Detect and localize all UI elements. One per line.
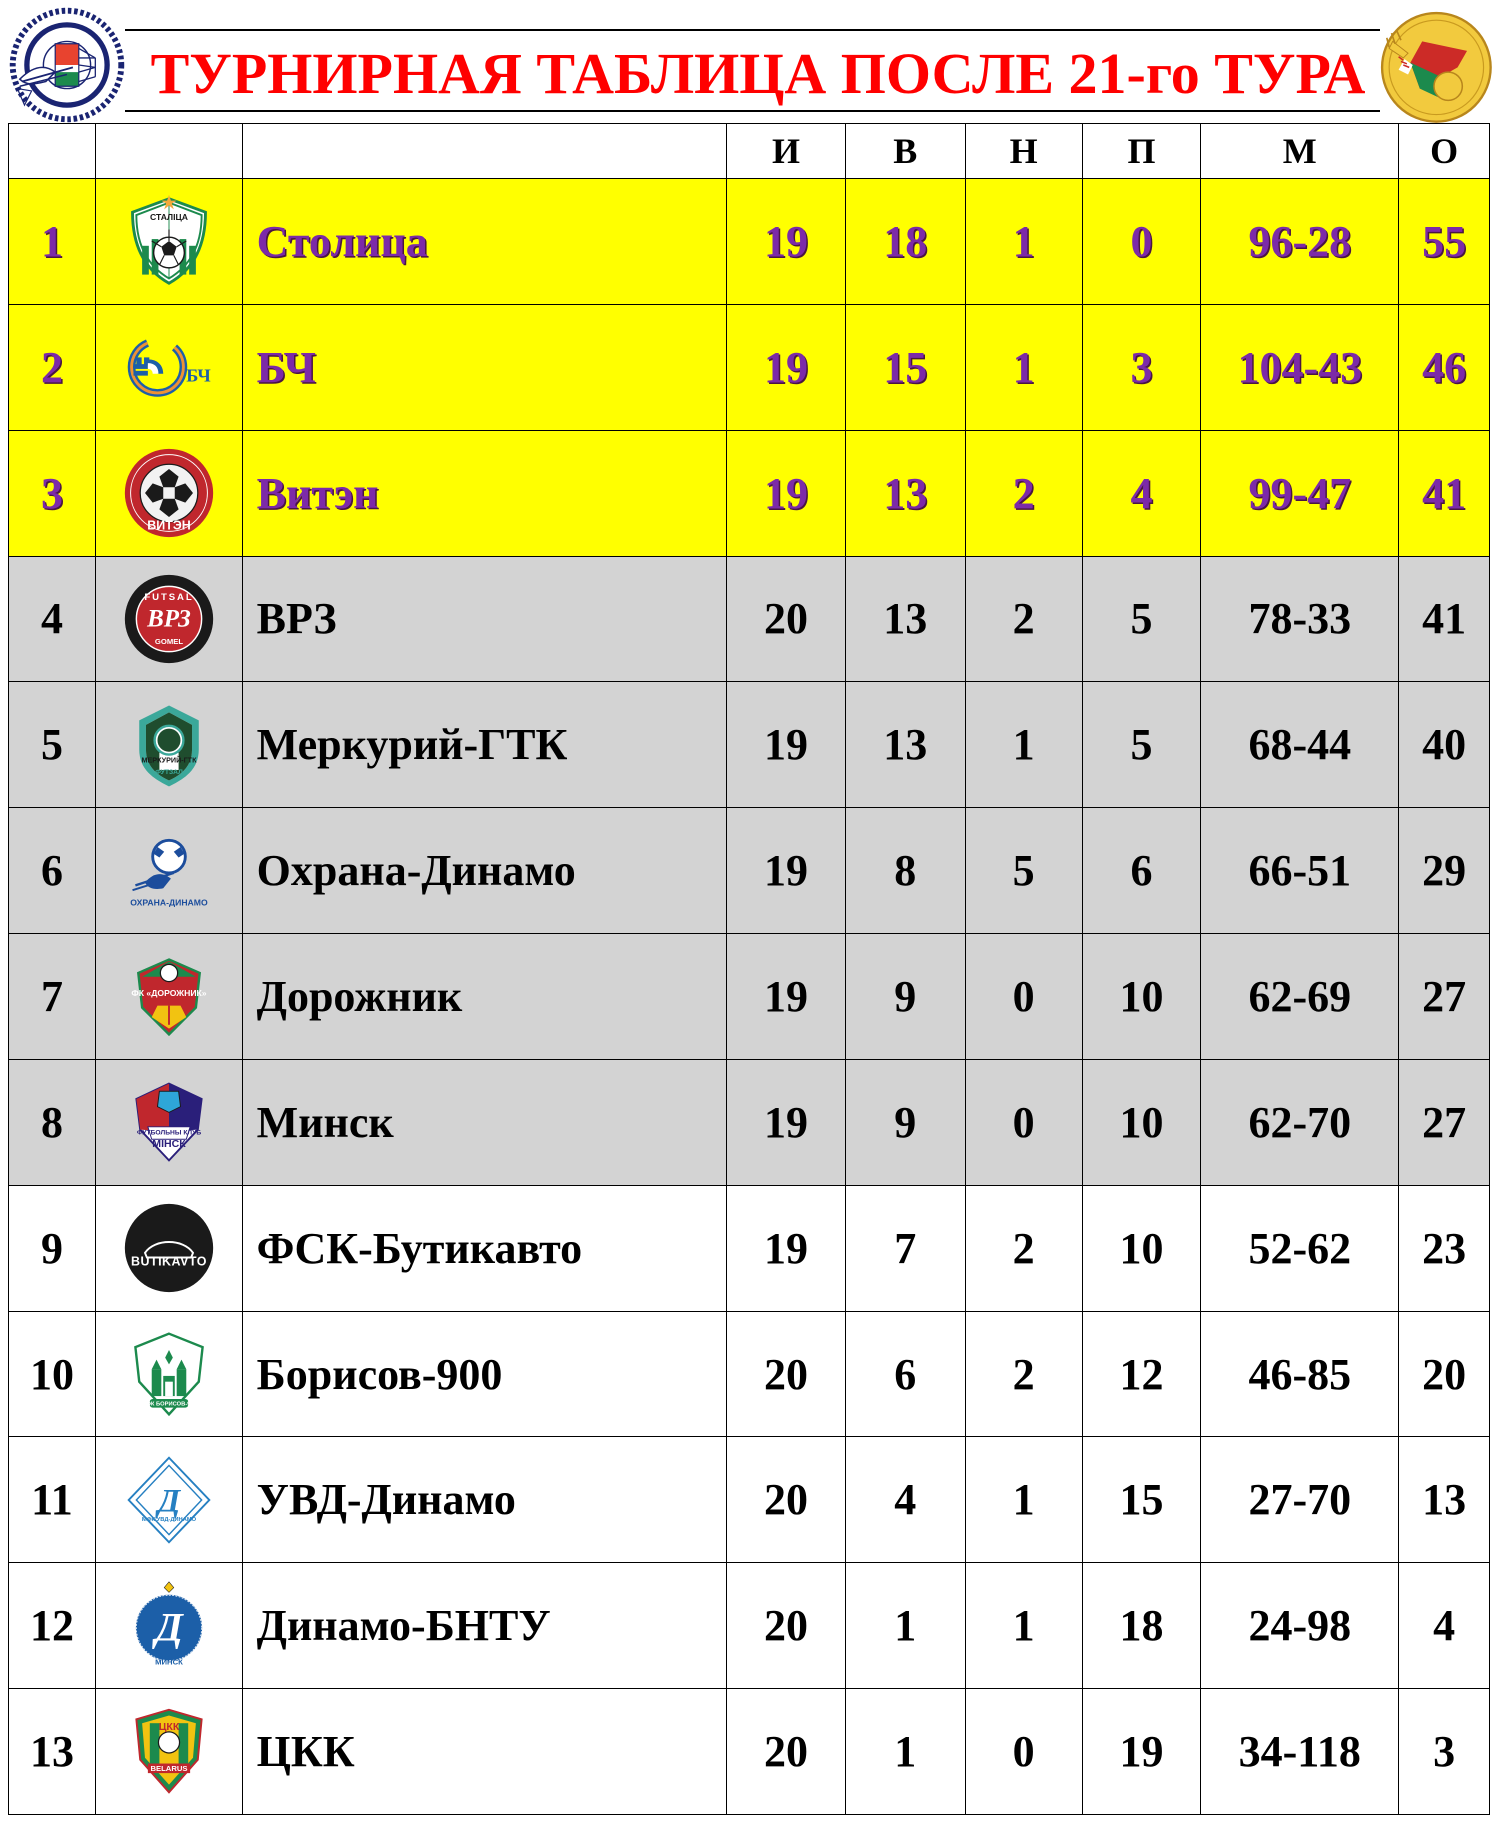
svg-text:ВИТЭН: ВИТЭН: [147, 519, 190, 533]
svg-text:BELARUS: BELARUS: [150, 1764, 187, 1773]
svg-text:ФУТБОЛЬНЫ КЛУБ: ФУТБОЛЬНЫ КЛУБ: [137, 1130, 201, 1137]
svg-text:МФК БОРИСОВ-900: МФК БОРИСОВ-900: [141, 1402, 197, 1408]
svg-text:ВРЗ: ВРЗ: [146, 606, 191, 633]
svg-text:BUTIKAVTO: BUTIKAVTO: [131, 1254, 207, 1268]
svg-text:ФУТЗАЛ: ФУТЗАЛ: [155, 769, 183, 776]
svg-text:ЦКК: ЦКК: [158, 1720, 179, 1732]
svg-text:ОХРАНА-ДИНАМО: ОХРАНА-ДИНАМО: [130, 897, 208, 907]
svg-text:Д: Д: [155, 1483, 182, 1519]
svg-text:Д: Д: [151, 1604, 184, 1649]
svg-text:GOMEL: GOMEL: [155, 637, 183, 646]
svg-text:МІНСК: МІНСК: [152, 1138, 186, 1150]
svg-text:БЧ: БЧ: [186, 366, 211, 386]
svg-text:FUTSAL: FUTSAL: [144, 592, 193, 603]
svg-text:МЕРКУРИЙ-ГТК: МЕРКУРИЙ-ГТК: [141, 755, 197, 764]
svg-text:ФК «ДОРОЖНИК»: ФК «ДОРОЖНИК»: [131, 988, 206, 998]
svg-text:МИНСК: МИНСК: [155, 1657, 183, 1666]
svg-text:СТАЛІЦА: СТАЛІЦА: [150, 212, 188, 222]
svg-text:МФК УВД-ДИНАМО: МФК УВД-ДИНАМО: [142, 1517, 197, 1523]
